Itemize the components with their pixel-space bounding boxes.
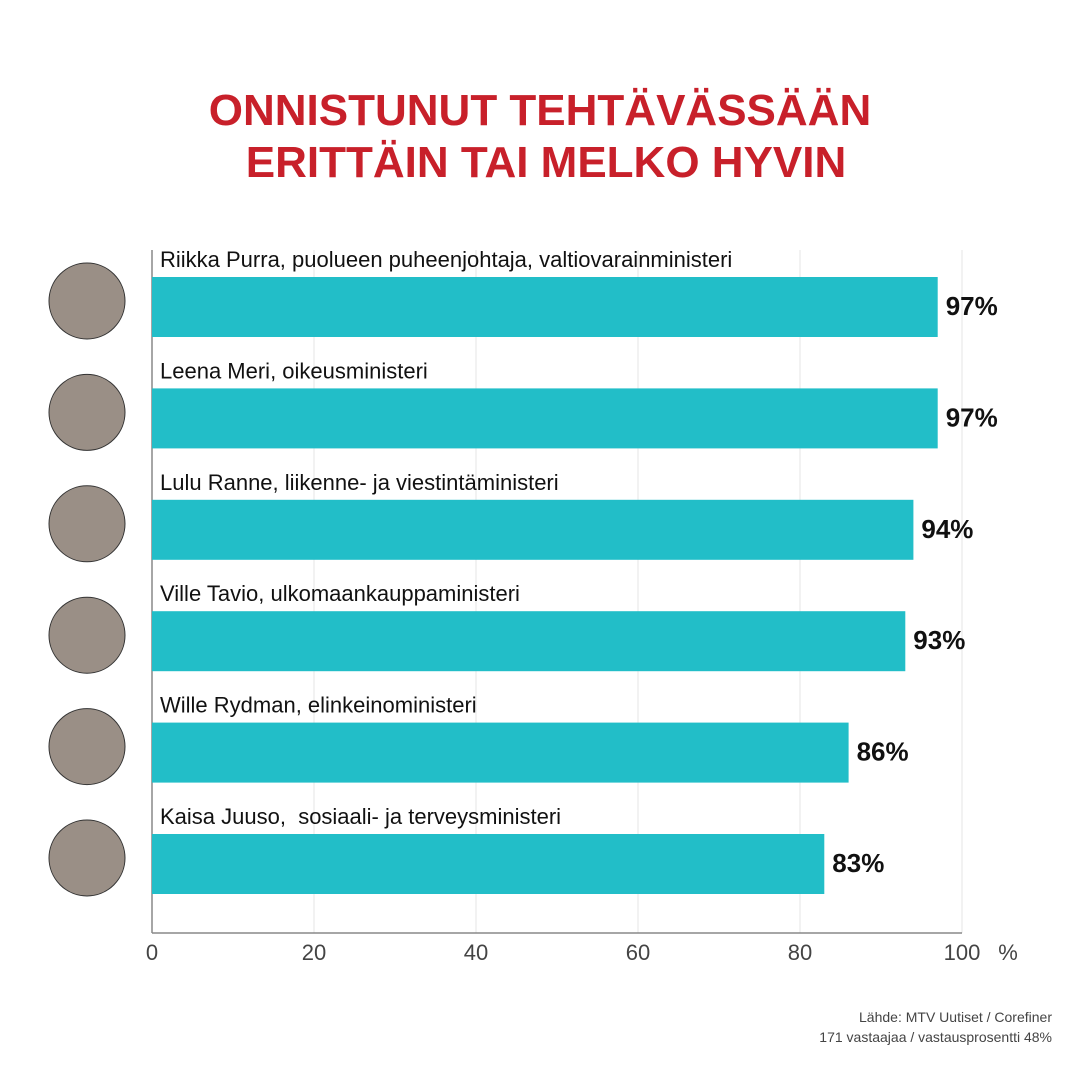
category-label: Leena Meri, oikeusministeri [160, 358, 428, 383]
bar [152, 611, 906, 672]
x-tick-label: 100 [944, 940, 981, 965]
value-label: 94% [921, 514, 973, 544]
x-tick-label: 20 [302, 940, 326, 965]
value-label: 97% [946, 402, 998, 432]
portrait [48, 708, 126, 786]
bar [152, 722, 849, 783]
bar [152, 499, 914, 560]
bar [152, 834, 825, 894]
value-label: 86% [857, 737, 909, 767]
bar [152, 388, 938, 449]
x-tick-label: 0 [146, 940, 158, 965]
portrait [48, 373, 126, 451]
portrait [48, 596, 126, 674]
value-label: 93% [913, 625, 965, 655]
category-label: Ville Tavio, ulkomaankauppaministeri [160, 581, 520, 606]
source: 171 vastaajaa / vastausprosentti 48% [819, 1029, 1052, 1045]
category-label: Lulu Ranne, liikenne- ja viestintäminist… [160, 470, 559, 495]
x-tick-label: 60 [626, 940, 650, 965]
portrait [48, 819, 126, 897]
value-label: 97% [946, 291, 998, 321]
source: Lähde: MTV Uutiset / Corefiner [859, 1009, 1052, 1025]
x-tick-label: 40 [464, 940, 488, 965]
value-label: 83% [832, 848, 884, 878]
bar [152, 277, 938, 337]
chart-title: ONNISTUNUT TEHTÄVÄSSÄÄN [209, 86, 871, 135]
portrait [48, 485, 126, 563]
category-label: Wille Rydman, elinkeinoministeri [160, 693, 477, 718]
category-label: Riikka Purra, puolueen puheenjohtaja, va… [160, 247, 732, 272]
x-tick-label: 80 [788, 940, 812, 965]
category-label: Kaisa Juuso, sosiaali- ja terveysministe… [160, 804, 561, 829]
chart-title: ERITTÄIN TAI MELKO HYVIN [246, 138, 847, 187]
portrait [48, 262, 126, 340]
x-axis-label: % [998, 940, 1018, 965]
